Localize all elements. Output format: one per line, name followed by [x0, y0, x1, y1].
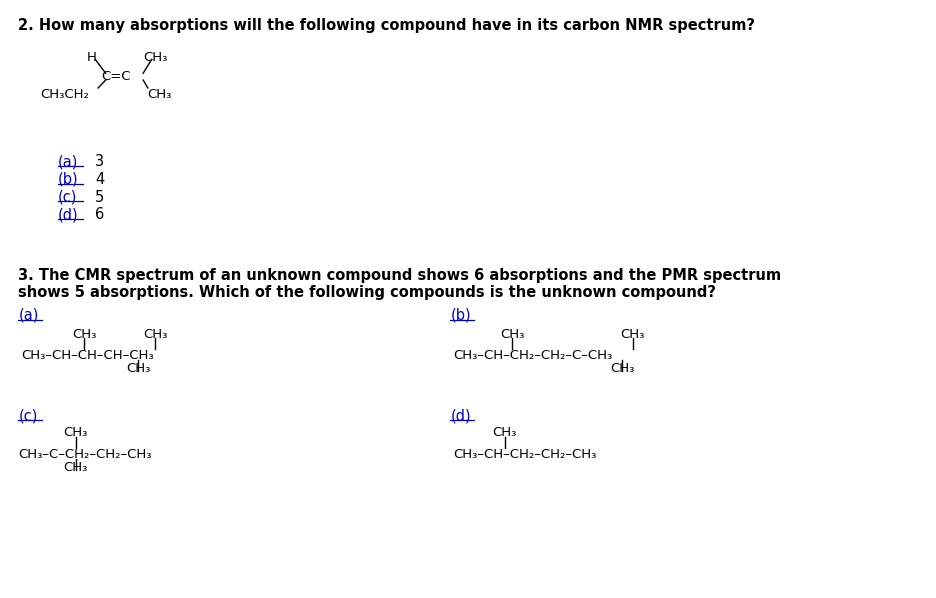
- Text: CH₃: CH₃: [492, 426, 517, 439]
- Text: (b): (b): [450, 308, 471, 323]
- Text: CH₃–C–CH₂–CH₂–CH₃: CH₃–C–CH₂–CH₂–CH₃: [18, 448, 152, 461]
- Text: (c): (c): [18, 408, 37, 423]
- Text: CH₃: CH₃: [500, 328, 524, 341]
- Text: shows 5 absorptions. Which of the following compounds is the unknown compound?: shows 5 absorptions. Which of the follow…: [18, 285, 715, 300]
- Text: 3. The CMR spectrum of an unknown compound shows 6 absorptions and the PMR spect: 3. The CMR spectrum of an unknown compou…: [18, 269, 781, 283]
- Text: CH₃CH₂: CH₃CH₂: [40, 88, 89, 101]
- Text: 2. How many absorptions will the following compound have in its carbon NMR spect: 2. How many absorptions will the followi…: [18, 18, 754, 33]
- Text: CH₃: CH₃: [620, 328, 644, 341]
- Text: C=C: C=C: [101, 70, 130, 83]
- Text: CH₃: CH₃: [147, 88, 171, 101]
- Text: (b): (b): [58, 172, 79, 187]
- Text: CH₃–CH–CH–CH–CH₃: CH₃–CH–CH–CH–CH₃: [21, 349, 154, 362]
- Text: (d): (d): [58, 208, 79, 222]
- Text: CH₃: CH₃: [64, 426, 88, 439]
- Text: CH₃: CH₃: [64, 460, 88, 474]
- Text: CH₃: CH₃: [143, 328, 168, 341]
- Text: 4: 4: [95, 172, 105, 187]
- Text: CH₃–CH–CH₂–CH₂–C–CH₃: CH₃–CH–CH₂–CH₂–C–CH₃: [453, 349, 612, 362]
- Text: CH₃: CH₃: [126, 362, 151, 375]
- Text: CH₃: CH₃: [143, 50, 168, 63]
- Text: 5: 5: [95, 190, 105, 205]
- Text: H: H: [87, 50, 96, 63]
- Text: 3: 3: [95, 154, 104, 169]
- Text: (c): (c): [58, 190, 77, 205]
- Text: (a): (a): [58, 154, 78, 169]
- Text: CH₃: CH₃: [72, 328, 96, 341]
- Text: CH₃: CH₃: [609, 362, 634, 375]
- Text: (d): (d): [450, 408, 471, 423]
- Text: CH₃–CH–CH₂–CH₂–CH₃: CH₃–CH–CH₂–CH₂–CH₃: [453, 448, 596, 461]
- Text: (a): (a): [18, 308, 38, 323]
- Text: 6: 6: [95, 208, 105, 222]
